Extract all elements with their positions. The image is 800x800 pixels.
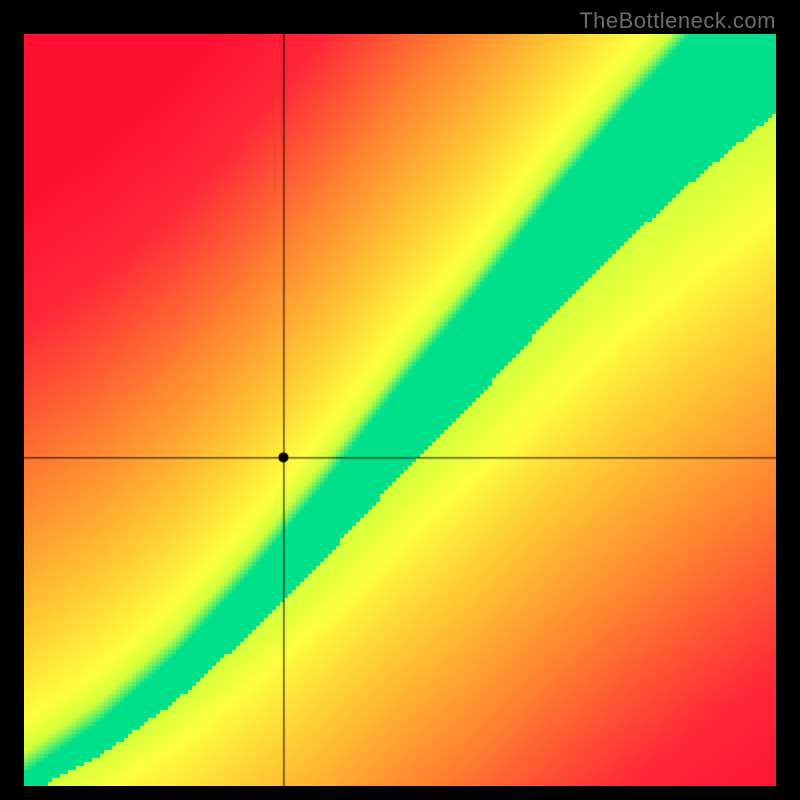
crosshair-overlay [24, 34, 776, 786]
watermark-text: TheBottleneck.com [579, 8, 776, 34]
chart-container: TheBottleneck.com [0, 0, 800, 800]
